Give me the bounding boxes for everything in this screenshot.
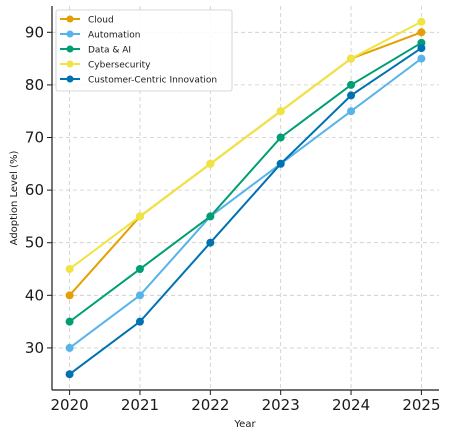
- series-layer: [65, 17, 426, 379]
- data-point: [276, 107, 285, 116]
- legend-label: Cloud: [88, 16, 114, 26]
- legend-swatch-marker: [66, 30, 74, 38]
- data-point: [135, 212, 144, 221]
- y-axis-title: Adoption Level (%): [9, 151, 20, 246]
- x-tick-label: 2023: [262, 396, 300, 414]
- y-tick-label: 90: [25, 23, 44, 41]
- data-point: [135, 291, 144, 300]
- data-point: [206, 159, 215, 168]
- x-tick-label: 2020: [50, 396, 88, 414]
- legend-label: Cybersecurity: [88, 61, 151, 71]
- data-point: [206, 212, 215, 221]
- data-point: [65, 317, 74, 326]
- data-point: [417, 44, 426, 53]
- ticks: 2020 2021 2022 2023 2024 2025 30 40 50 60 70 80 90: [25, 23, 441, 414]
- x-tick-label: 2022: [191, 396, 229, 414]
- data-point: [347, 80, 356, 89]
- data-point: [347, 107, 356, 116]
- series-line: [68, 57, 423, 349]
- legend-label: Customer-Centric Innovation: [88, 76, 217, 86]
- legend-box: [55, 9, 233, 92]
- y-tick-label: 60: [25, 181, 44, 199]
- y-tick-label: 80: [25, 76, 44, 94]
- data-point: [65, 291, 74, 300]
- legend-item: Cybersecurity: [60, 60, 151, 71]
- legend-label: Automation: [88, 31, 140, 41]
- legend-swatch-marker: [66, 15, 74, 23]
- legend-swatch-marker: [66, 75, 74, 83]
- data-point: [276, 133, 285, 142]
- x-tick-label: 2025: [402, 396, 440, 414]
- data-point: [206, 238, 215, 247]
- x-axis-title: Year: [233, 419, 256, 430]
- series-line: [68, 47, 422, 376]
- data-point: [65, 265, 74, 274]
- y-tick-label: 70: [25, 129, 44, 147]
- legend-swatch-marker: [66, 45, 74, 53]
- data-point: [417, 28, 426, 37]
- legend-label: Data & AI: [88, 46, 131, 56]
- legend-item: Cloud: [60, 15, 114, 26]
- axes: [51, 6, 439, 391]
- legend-item: Customer-Centric Innovation: [60, 75, 217, 86]
- data-point: [347, 91, 356, 100]
- data-point: [417, 17, 426, 26]
- data-point: [65, 370, 74, 379]
- series-line: [68, 20, 422, 270]
- data-point: [417, 54, 426, 63]
- legend: Cloud Automation Data & AI Cybersecurity Cus…: [55, 9, 233, 92]
- series-4: [65, 44, 426, 379]
- data-point: [135, 317, 144, 326]
- legend-swatch-marker: [66, 60, 74, 68]
- data-point: [276, 159, 285, 168]
- legend-item: Data & AI: [60, 45, 131, 56]
- series-3: [65, 17, 426, 274]
- x-tick-label: 2021: [121, 396, 159, 414]
- y-tick-label: 50: [25, 234, 44, 252]
- data-point: [65, 343, 74, 352]
- series-line: [68, 41, 422, 323]
- x-tick-label: 2024: [332, 396, 370, 414]
- data-point: [135, 265, 144, 274]
- legend-item: Automation: [60, 30, 140, 41]
- y-tick-label: 30: [25, 339, 44, 357]
- y-tick-label: 40: [25, 286, 44, 304]
- data-point: [347, 54, 356, 63]
